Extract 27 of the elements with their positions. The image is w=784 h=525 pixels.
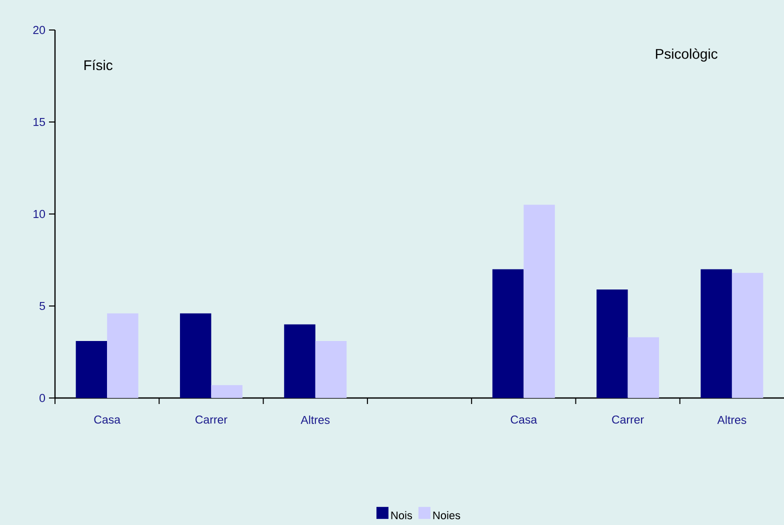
- y-tick-label: 5: [40, 302, 45, 310]
- x-tick-label: Carrer: [196, 416, 228, 424]
- annotation: Físic: [84, 60, 112, 70]
- bar: [596, 289, 628, 398]
- y-tick-label: 10: [34, 210, 46, 218]
- x-tick-label: Casa: [94, 416, 120, 424]
- bar: [492, 269, 524, 398]
- x-tick-label: Altres: [717, 416, 746, 424]
- bar: [76, 340, 108, 398]
- bar: [732, 272, 764, 398]
- bar: [524, 204, 555, 398]
- y-tick-label: 15: [34, 118, 45, 126]
- y-tick-label: 20: [33, 26, 46, 34]
- legend-label: Noies: [433, 511, 460, 520]
- x-tick-label: Casa: [510, 416, 538, 424]
- bar: [628, 337, 660, 398]
- bar: [700, 269, 732, 398]
- x-tick-label: Carrer: [612, 416, 644, 424]
- annotation: Psicològic: [656, 48, 718, 62]
- bar: [315, 340, 347, 398]
- bar: [107, 313, 138, 398]
- bar: [211, 385, 242, 398]
- bar: [180, 313, 212, 398]
- x-tick-label: Altres: [300, 416, 330, 424]
- y-tick-label: 0: [40, 394, 46, 402]
- legend-label: Nois: [391, 511, 412, 520]
- bar: [284, 324, 316, 398]
